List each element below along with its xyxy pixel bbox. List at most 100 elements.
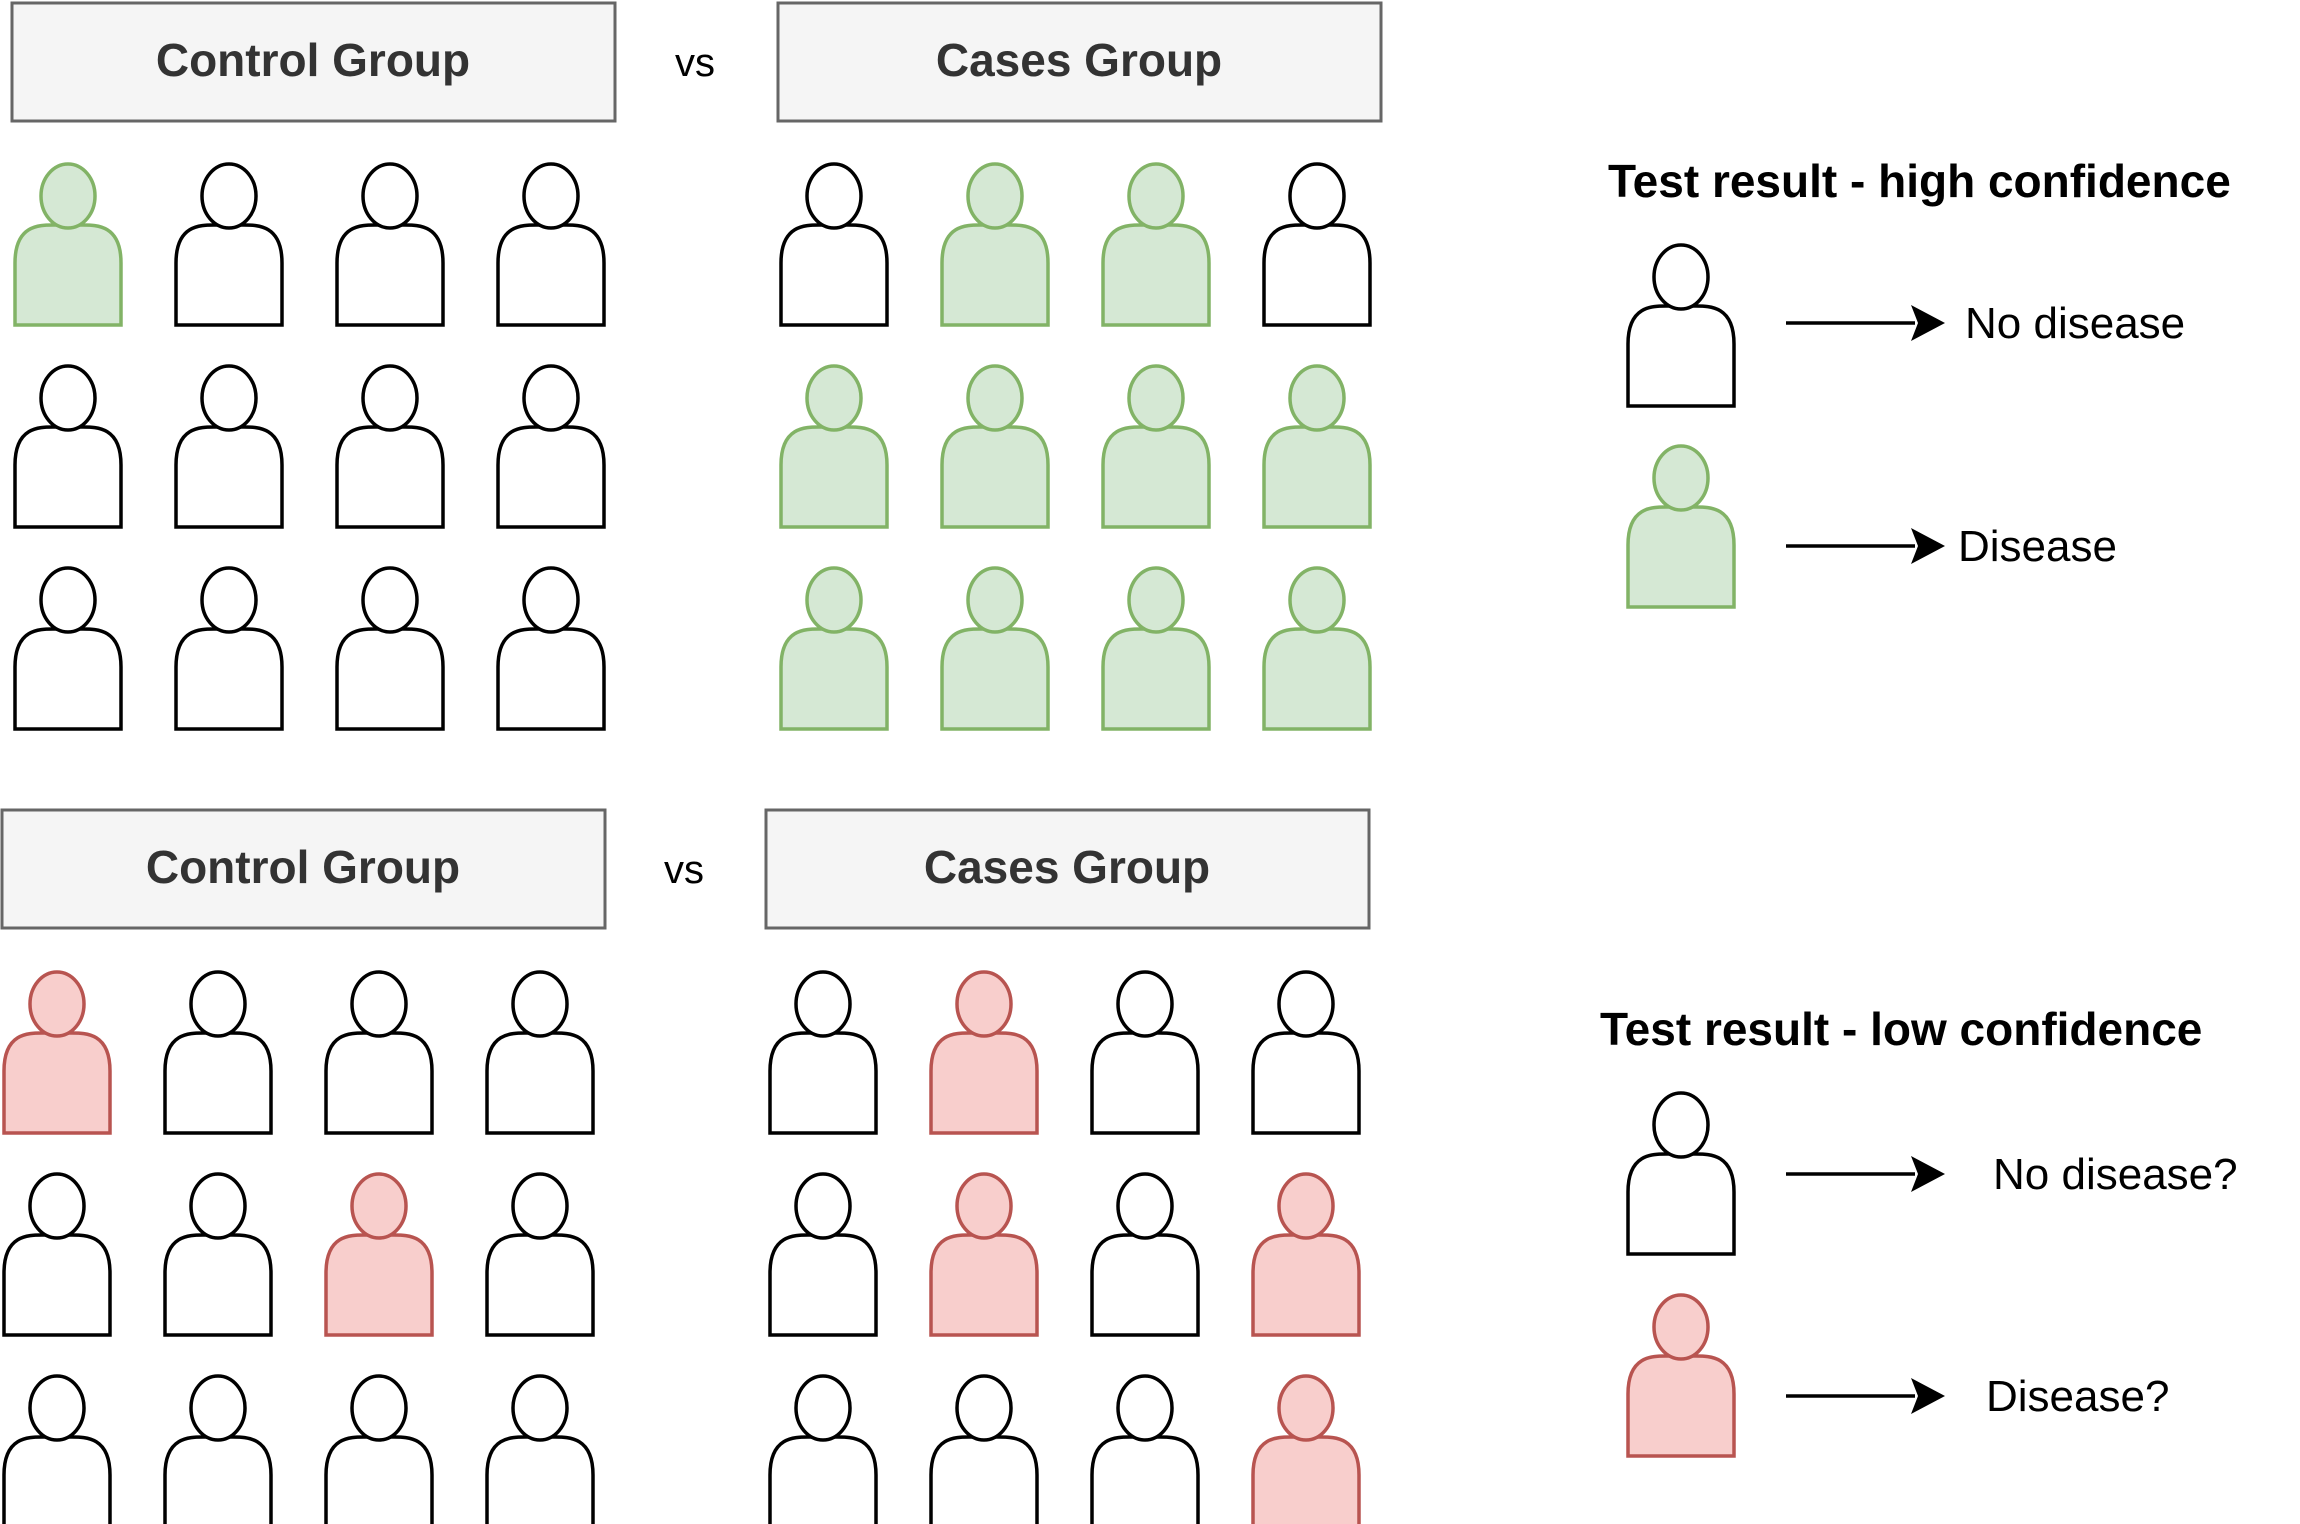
person-icon xyxy=(324,1374,434,1524)
person-head xyxy=(955,1374,1013,1442)
person-head xyxy=(955,1172,1013,1240)
person-icon xyxy=(485,1374,595,1524)
legend-person-icon xyxy=(1626,1091,1736,1256)
person-body xyxy=(2,1031,112,1135)
person-disease-icon xyxy=(1262,566,1372,731)
person-body xyxy=(768,1435,878,1524)
high-legend-item-no-disease: No disease xyxy=(1626,243,2185,408)
low-legend-item-no-disease: No disease? xyxy=(1626,1091,2238,1256)
person-uncertain-icon xyxy=(1251,1172,1361,1337)
person-disease-icon xyxy=(779,364,889,529)
person-body xyxy=(324,1031,434,1135)
person-body xyxy=(2,1233,112,1337)
low-legend-label-disease: Disease? xyxy=(1986,1372,2169,1421)
high-control-group-label: Control Group xyxy=(156,34,470,86)
person-icon xyxy=(335,162,445,327)
high-control-people-grid xyxy=(13,162,606,731)
person-icon xyxy=(485,970,595,1135)
high-legend-label-disease: Disease xyxy=(1958,522,2117,571)
person-icon xyxy=(929,1374,1039,1524)
person-body xyxy=(174,223,284,327)
person-disease-icon xyxy=(940,566,1050,731)
person-icon xyxy=(2,1172,112,1337)
person-head xyxy=(189,1374,247,1442)
person-head xyxy=(1288,162,1346,230)
person-icon xyxy=(13,364,123,529)
person-body xyxy=(768,1233,878,1337)
arrow-head-icon xyxy=(1911,528,1945,564)
person-head xyxy=(794,970,852,1038)
person-body xyxy=(1251,1435,1361,1524)
person-head xyxy=(955,970,1013,1038)
person-icon xyxy=(1251,970,1361,1135)
person-icon xyxy=(1090,1374,1200,1524)
legend-person-icon xyxy=(1626,243,1736,408)
person-disease-icon xyxy=(779,566,889,731)
person-head xyxy=(805,162,863,230)
low-confidence-section: Control Group vs Cases Group Test result… xyxy=(0,808,2238,1524)
person-head xyxy=(511,1172,569,1240)
arrow-head-icon xyxy=(1911,305,1945,341)
person-body xyxy=(929,1233,1039,1337)
person-head xyxy=(1127,566,1185,634)
person-body xyxy=(496,627,606,731)
person-head xyxy=(511,970,569,1038)
person-head xyxy=(794,1172,852,1240)
person-icon xyxy=(163,1374,273,1524)
person-head xyxy=(522,566,580,634)
high-legend-item-disease: Disease xyxy=(1626,444,2117,609)
person-head xyxy=(966,566,1024,634)
person-icon xyxy=(768,970,878,1135)
person-body xyxy=(485,1435,595,1524)
person-head xyxy=(361,364,419,432)
high-confidence-legend: Test result - high confidence No disease… xyxy=(1608,155,2231,609)
person-body xyxy=(163,1031,273,1135)
person-head xyxy=(28,1172,86,1240)
legend-person-icon xyxy=(1626,1293,1736,1458)
person-body xyxy=(335,425,445,529)
person-body xyxy=(324,1435,434,1524)
high-cases-people-grid xyxy=(779,162,1372,731)
person-head xyxy=(1288,364,1346,432)
low-control-people-grid xyxy=(2,970,595,1524)
person-body xyxy=(174,627,284,731)
person-uncertain-icon xyxy=(1626,1293,1736,1458)
person-body xyxy=(1101,627,1211,731)
person-uncertain-icon xyxy=(929,970,1039,1135)
person-icon xyxy=(335,364,445,529)
arrow-head-icon xyxy=(1911,1378,1945,1414)
person-head xyxy=(522,162,580,230)
person-head xyxy=(200,364,258,432)
person-icon xyxy=(1090,1172,1200,1337)
person-icon xyxy=(779,162,889,327)
person-body xyxy=(940,627,1050,731)
person-disease-icon xyxy=(1262,364,1372,529)
high-cases-group-label: Cases Group xyxy=(936,34,1222,86)
person-icon xyxy=(768,1172,878,1337)
low-control-group-label: Control Group xyxy=(146,841,460,893)
person-icon xyxy=(324,970,434,1135)
person-icon xyxy=(1262,162,1372,327)
person-icon xyxy=(1626,243,1736,408)
person-icon xyxy=(1090,970,1200,1135)
person-head xyxy=(1652,243,1710,311)
person-body xyxy=(1101,425,1211,529)
high-legend-title: Test result - high confidence xyxy=(1608,155,2231,207)
low-confidence-legend: Test result - low confidence No disease?… xyxy=(1600,1003,2238,1458)
person-head xyxy=(350,1374,408,1442)
person-head xyxy=(1652,1091,1710,1159)
person-icon xyxy=(496,566,606,731)
legend-person-icon xyxy=(1626,444,1736,609)
person-icon xyxy=(174,162,284,327)
arrow-head-icon xyxy=(1911,1156,1945,1192)
person-disease-icon xyxy=(940,162,1050,327)
person-body xyxy=(496,223,606,327)
low-legend-title: Test result - low confidence xyxy=(1600,1003,2202,1055)
person-icon xyxy=(496,364,606,529)
person-body xyxy=(324,1233,434,1337)
person-body xyxy=(1262,425,1372,529)
person-head xyxy=(1277,970,1335,1038)
person-head xyxy=(966,162,1024,230)
person-head xyxy=(1116,1172,1174,1240)
